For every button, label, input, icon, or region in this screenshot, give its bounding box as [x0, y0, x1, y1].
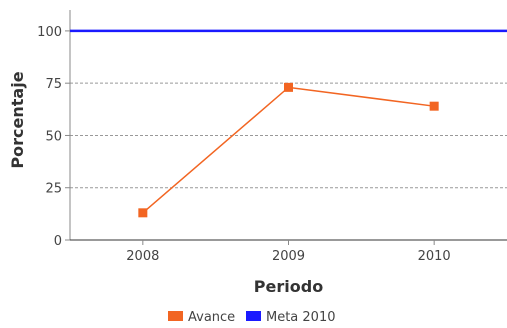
y-tick-labels: 0 25 50 75 100: [37, 25, 70, 249]
legend-label: Avance: [188, 310, 235, 325]
data-point[interactable]: [138, 208, 148, 218]
data-point[interactable]: [284, 82, 293, 92]
legend-item[interactable]: Meta 2010: [246, 310, 336, 325]
series: [70, 29, 507, 218]
legend-label: Meta 2010: [266, 310, 336, 325]
y-tick-label: 100: [37, 25, 62, 40]
x-tick-labels: 2008 2009 2010: [126, 240, 451, 264]
y-tick-label: 75: [45, 77, 62, 92]
legend-swatch: [246, 311, 261, 321]
x-tick-label: 2009: [272, 249, 305, 264]
y-tick-label: 0: [54, 234, 62, 249]
legend: Avance Meta 2010: [168, 310, 336, 325]
y-tick-label: 50: [45, 129, 62, 144]
series-line: [142, 86, 435, 214]
legend-item[interactable]: Avance: [168, 310, 235, 325]
legend-swatch: [168, 311, 183, 321]
data-point[interactable]: [429, 101, 439, 111]
axes: [69, 10, 507, 241]
x-tick-label: 2008: [126, 249, 159, 264]
x-axis-title: Periodo: [254, 277, 323, 296]
y-axis-title: Porcentaje: [8, 71, 27, 168]
y-tick-label: 25: [45, 182, 62, 197]
series-0: [138, 82, 439, 218]
grid: [70, 30, 507, 189]
x-tick-label: 2010: [418, 249, 451, 264]
